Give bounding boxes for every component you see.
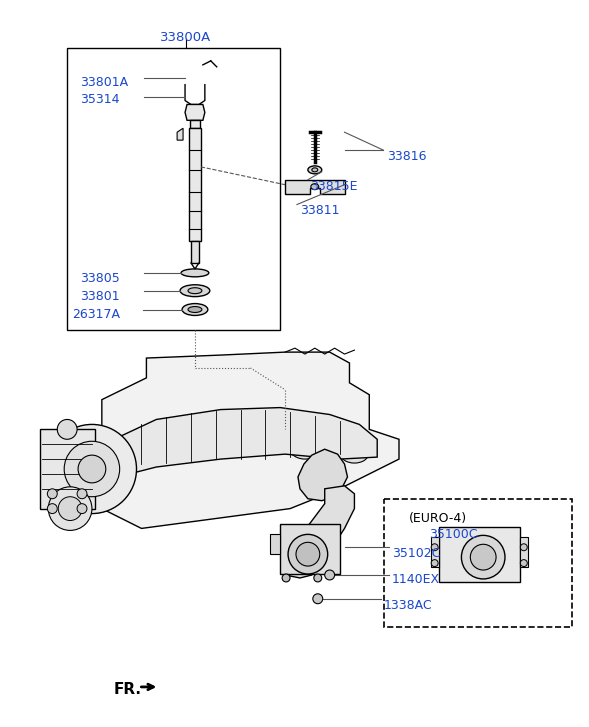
- Bar: [280, 524, 340, 574]
- Polygon shape: [298, 449, 348, 501]
- Circle shape: [78, 455, 106, 483]
- Circle shape: [314, 574, 322, 582]
- Bar: [520, 537, 528, 567]
- Text: 1140EX: 1140EX: [392, 573, 440, 586]
- Circle shape: [296, 542, 320, 566]
- Circle shape: [64, 441, 120, 497]
- Circle shape: [77, 504, 87, 513]
- Polygon shape: [185, 105, 205, 120]
- Text: 33800A: 33800A: [160, 31, 211, 44]
- Polygon shape: [285, 180, 345, 193]
- Text: (EURO-4): (EURO-4): [409, 512, 467, 525]
- Ellipse shape: [312, 168, 318, 172]
- Circle shape: [288, 534, 327, 574]
- Ellipse shape: [188, 307, 202, 313]
- Bar: [384, 499, 573, 627]
- Text: 35100C: 35100C: [429, 529, 477, 542]
- Text: 33805: 33805: [80, 272, 120, 285]
- Ellipse shape: [311, 184, 319, 190]
- Circle shape: [461, 535, 505, 579]
- Text: 26317A: 26317A: [72, 308, 120, 321]
- Ellipse shape: [181, 269, 209, 277]
- Bar: [41, 430, 95, 509]
- Polygon shape: [177, 128, 183, 140]
- Polygon shape: [102, 352, 399, 529]
- Circle shape: [282, 574, 290, 582]
- Text: FR.: FR.: [114, 682, 142, 697]
- Bar: [67, 48, 280, 330]
- Bar: [191, 241, 199, 263]
- Text: 35314: 35314: [80, 92, 120, 105]
- Circle shape: [48, 487, 92, 531]
- Circle shape: [285, 419, 325, 459]
- Circle shape: [431, 560, 438, 566]
- Circle shape: [47, 504, 57, 513]
- Bar: [439, 528, 520, 582]
- Ellipse shape: [340, 445, 368, 463]
- Circle shape: [57, 419, 77, 439]
- Circle shape: [471, 545, 496, 570]
- Circle shape: [77, 489, 87, 499]
- Text: 35102C: 35102C: [392, 547, 441, 561]
- Text: 1338AC: 1338AC: [384, 599, 433, 611]
- Ellipse shape: [182, 304, 208, 316]
- Ellipse shape: [180, 285, 210, 297]
- Bar: [189, 128, 201, 241]
- Text: 33801: 33801: [80, 289, 120, 302]
- Circle shape: [520, 544, 527, 551]
- Bar: [190, 120, 200, 128]
- Circle shape: [520, 560, 527, 566]
- Ellipse shape: [308, 166, 322, 174]
- Circle shape: [313, 594, 323, 603]
- Text: 33815E: 33815E: [310, 180, 358, 193]
- Circle shape: [47, 425, 137, 513]
- Polygon shape: [102, 408, 377, 487]
- Text: 33816: 33816: [387, 150, 426, 163]
- Bar: [270, 534, 280, 554]
- Circle shape: [325, 570, 335, 580]
- Bar: [431, 537, 439, 567]
- Circle shape: [58, 497, 82, 521]
- Text: 33811: 33811: [300, 204, 339, 217]
- Circle shape: [431, 544, 438, 551]
- Text: 33801A: 33801A: [80, 76, 128, 89]
- Ellipse shape: [188, 288, 202, 294]
- Polygon shape: [285, 486, 355, 578]
- Circle shape: [47, 489, 57, 499]
